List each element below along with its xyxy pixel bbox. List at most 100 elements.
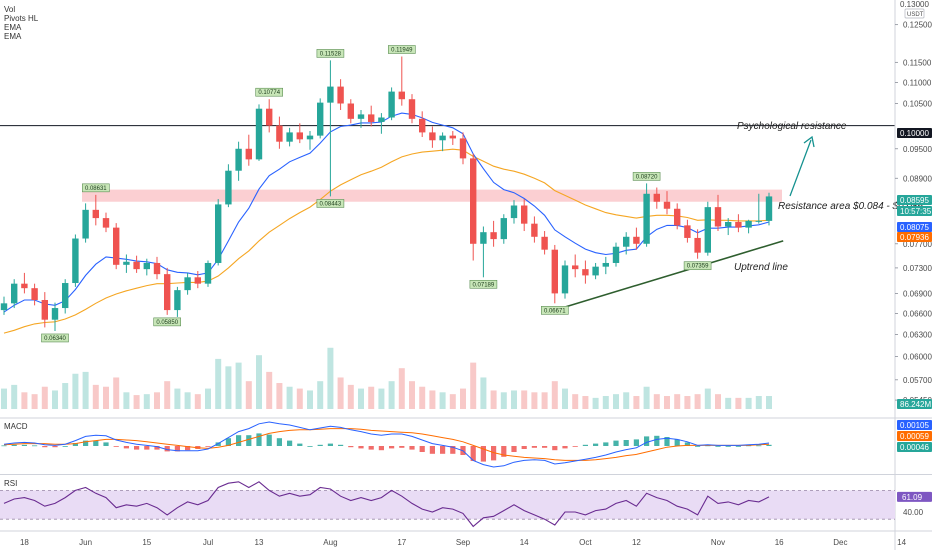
candle-body [541, 236, 548, 250]
macd-histogram-bar [572, 446, 578, 447]
candle-body [215, 204, 222, 263]
macd-histogram-bar [103, 442, 109, 446]
uptrend-line [554, 240, 784, 311]
candle [419, 111, 426, 138]
pivot-label: 0.06340 [41, 333, 69, 343]
volume-bar [317, 381, 324, 409]
macd-histogram-bar [327, 443, 333, 446]
pivot-label-text: 0.06340 [44, 336, 66, 342]
resistance-area-label: Resistance area $0.084 - $0.086 [778, 201, 924, 212]
candle [398, 56, 405, 106]
candle-body [674, 208, 681, 226]
macd-histogram-bar [123, 446, 129, 449]
price-badge: 0.10000 [897, 128, 932, 138]
pivot-label-text: 0.08720 [636, 174, 658, 180]
macd-histogram-bar [62, 446, 68, 447]
macd-histogram-bar [276, 438, 282, 446]
candle [347, 99, 354, 124]
candle-body [470, 158, 477, 244]
price-badge-box [897, 128, 932, 138]
macd-line [3, 421, 770, 468]
volume-bar [460, 388, 466, 409]
uptrend-line-label: Uptrend line [734, 262, 788, 273]
candle [633, 227, 640, 250]
candle [521, 199, 528, 232]
candle-body [306, 135, 314, 140]
candle-body [653, 193, 660, 202]
macd-histogram-bar [766, 444, 772, 446]
candle [470, 153, 477, 261]
volume-bar [215, 358, 222, 409]
pivot-label-box [82, 183, 110, 193]
price-badge-box [897, 399, 932, 409]
time-tick-label: 15 [142, 538, 151, 547]
pivot-label-box [632, 172, 661, 181]
pivot-label-text: 0.11949 [391, 47, 413, 53]
legend-item: Pivots HL [4, 14, 39, 23]
time-tick-label: 14 [520, 538, 529, 547]
volume-bar [592, 397, 599, 409]
candle-body [0, 303, 8, 311]
candle [194, 271, 201, 289]
price-tick-label: 0.10500 [903, 100, 932, 109]
price-tick-label: 0.07700 [903, 240, 932, 249]
volume-bar [41, 386, 48, 409]
macd-histogram-bar [664, 437, 670, 446]
volume-bar [541, 392, 548, 409]
rsi-badge-box [897, 491, 932, 502]
price-badge: 86.242M [897, 399, 932, 409]
candle [745, 219, 752, 234]
volume-bar [470, 362, 477, 409]
macd-histogram-bar [470, 446, 476, 461]
volume-bar [664, 396, 670, 409]
pivot-label-box [255, 87, 283, 97]
macd-histogram-bar [603, 442, 609, 446]
candle [337, 79, 344, 111]
candle-body [225, 170, 232, 205]
macd-histogram-bar [113, 446, 119, 447]
candle [531, 216, 538, 243]
candle-body [102, 218, 110, 228]
price-tick-label: 0.05700 [903, 376, 932, 385]
pivot-label: 0.07359 [683, 261, 712, 271]
macd-histogram-bar [164, 446, 170, 452]
time-tick-label: 14 [897, 538, 906, 547]
candle [378, 113, 385, 134]
candle [215, 199, 222, 266]
candle-body [500, 218, 507, 240]
candle-body [765, 196, 773, 221]
candle [449, 131, 456, 145]
macd-histogram-bar [287, 440, 293, 446]
macd-pane-label: MACD [4, 422, 28, 431]
time-tick-label: Jul [203, 538, 213, 547]
macd-histogram-bar [399, 446, 405, 448]
macd-histogram-bar [32, 445, 38, 447]
price-tick-label: 0.07300 [903, 264, 932, 273]
volume-bar [633, 396, 640, 409]
pivot-label: 0.11528 [316, 49, 345, 58]
price-badge-box [897, 232, 932, 242]
volume-bar [113, 377, 120, 409]
candle-body [725, 221, 732, 227]
time-tick-label: 12 [632, 538, 641, 547]
macd-histogram-bar [21, 444, 27, 446]
candle [225, 164, 232, 208]
pivot-label-text: 0.11528 [320, 51, 342, 57]
candle-body [582, 269, 589, 276]
time-tick-label: Aug [323, 538, 337, 547]
macd-histogram-bar [134, 446, 140, 450]
candle [551, 244, 558, 304]
candle [572, 254, 579, 278]
macd-histogram-bar [419, 446, 425, 452]
candle [663, 191, 671, 215]
candle [255, 104, 263, 161]
macd-histogram-bar [358, 446, 364, 449]
candle-body [82, 209, 89, 239]
legend-item: EMA [4, 23, 22, 32]
macd-histogram-bar [531, 446, 537, 448]
candle-body [184, 277, 191, 291]
macd-histogram-bar [613, 440, 619, 446]
volume-bar [103, 386, 109, 409]
macd-histogram-bar [725, 446, 731, 447]
